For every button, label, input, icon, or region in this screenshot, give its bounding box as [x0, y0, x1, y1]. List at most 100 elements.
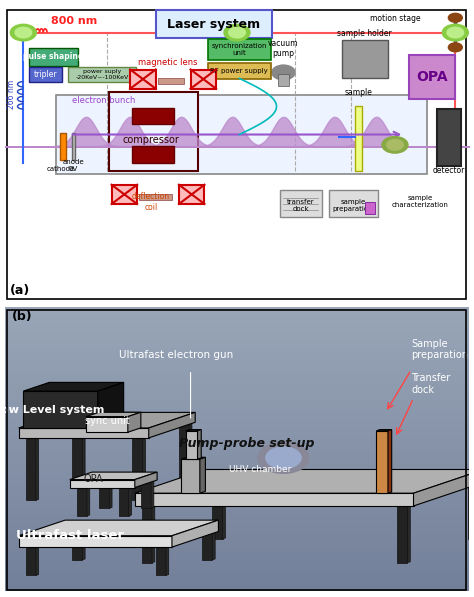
Bar	[5, 552, 469, 554]
Polygon shape	[135, 493, 413, 506]
FancyBboxPatch shape	[409, 55, 456, 99]
FancyBboxPatch shape	[208, 63, 271, 79]
Bar	[5, 358, 469, 361]
Bar	[5, 404, 469, 407]
Text: tripler: tripler	[34, 70, 57, 79]
Polygon shape	[23, 391, 98, 428]
Bar	[5, 571, 469, 574]
Polygon shape	[408, 505, 410, 562]
Bar	[5, 347, 469, 350]
FancyBboxPatch shape	[60, 133, 66, 159]
Bar	[5, 568, 469, 571]
Polygon shape	[77, 488, 87, 516]
Bar	[5, 489, 469, 492]
Bar	[5, 543, 469, 546]
Bar	[5, 537, 469, 540]
Bar	[5, 413, 469, 416]
Polygon shape	[23, 382, 124, 391]
Bar	[5, 376, 469, 378]
Bar	[5, 449, 469, 452]
Bar	[5, 319, 469, 322]
Polygon shape	[99, 479, 112, 480]
Polygon shape	[128, 413, 141, 432]
Bar	[5, 353, 469, 356]
Text: cathode: cathode	[47, 167, 75, 173]
Polygon shape	[149, 413, 195, 438]
FancyBboxPatch shape	[56, 94, 428, 174]
Polygon shape	[132, 437, 146, 438]
FancyBboxPatch shape	[365, 202, 375, 214]
FancyBboxPatch shape	[191, 69, 216, 89]
Bar	[5, 307, 469, 310]
FancyBboxPatch shape	[72, 133, 75, 159]
Bar	[5, 497, 469, 500]
Bar	[5, 438, 469, 441]
Bar	[5, 429, 469, 432]
Polygon shape	[388, 430, 392, 493]
Polygon shape	[376, 431, 388, 493]
FancyBboxPatch shape	[132, 146, 174, 162]
Polygon shape	[70, 472, 157, 479]
Polygon shape	[132, 438, 143, 500]
Circle shape	[448, 13, 462, 22]
Text: vacuum
pump: vacuum pump	[268, 39, 299, 59]
Bar	[5, 424, 469, 426]
Bar	[5, 520, 469, 523]
Text: (a): (a)	[9, 284, 30, 297]
Text: Transfer
dock: Transfer dock	[411, 373, 450, 395]
Bar	[5, 484, 469, 486]
Bar	[5, 333, 469, 336]
Bar	[5, 588, 469, 591]
FancyBboxPatch shape	[29, 48, 78, 66]
Polygon shape	[18, 520, 219, 536]
Text: sync unit: sync unit	[84, 416, 129, 426]
Bar	[5, 531, 469, 534]
Bar	[5, 370, 469, 373]
Bar	[5, 472, 469, 475]
Text: 266 nm: 266 nm	[7, 80, 16, 109]
FancyBboxPatch shape	[158, 78, 183, 84]
Bar	[5, 426, 469, 429]
Polygon shape	[118, 488, 129, 516]
Bar	[5, 500, 469, 503]
Polygon shape	[26, 547, 36, 576]
Bar	[5, 444, 469, 447]
Bar	[5, 574, 469, 577]
Polygon shape	[99, 480, 109, 509]
Bar	[5, 356, 469, 358]
Polygon shape	[413, 469, 474, 506]
FancyBboxPatch shape	[179, 184, 204, 204]
Bar	[5, 381, 469, 384]
FancyBboxPatch shape	[111, 184, 137, 204]
Bar	[5, 432, 469, 435]
Bar	[5, 361, 469, 364]
Bar	[5, 390, 469, 393]
Polygon shape	[18, 428, 149, 438]
Bar	[5, 330, 469, 333]
FancyBboxPatch shape	[29, 67, 62, 82]
Bar	[5, 407, 469, 410]
FancyBboxPatch shape	[278, 74, 289, 86]
Bar	[5, 554, 469, 557]
FancyBboxPatch shape	[139, 193, 172, 199]
Polygon shape	[82, 531, 85, 560]
Circle shape	[228, 27, 246, 38]
Bar	[5, 534, 469, 537]
Bar	[5, 577, 469, 580]
Circle shape	[447, 27, 464, 38]
Text: UHV chamber: UHV chamber	[229, 465, 292, 474]
Bar	[5, 478, 469, 481]
Bar	[5, 373, 469, 376]
Text: power suply
-20KeV~-100KeV: power suply -20KeV~-100KeV	[76, 69, 129, 80]
Polygon shape	[179, 421, 192, 422]
Polygon shape	[212, 481, 226, 482]
Bar	[5, 458, 469, 461]
Text: electron bunch: electron bunch	[72, 97, 136, 106]
Text: Sample
preparation: Sample preparation	[411, 339, 468, 361]
Polygon shape	[135, 469, 474, 493]
Text: synchronization
unit: synchronization unit	[211, 43, 267, 56]
Polygon shape	[36, 546, 39, 576]
Polygon shape	[181, 457, 205, 459]
Text: detector: detector	[433, 166, 465, 175]
Bar	[5, 580, 469, 583]
